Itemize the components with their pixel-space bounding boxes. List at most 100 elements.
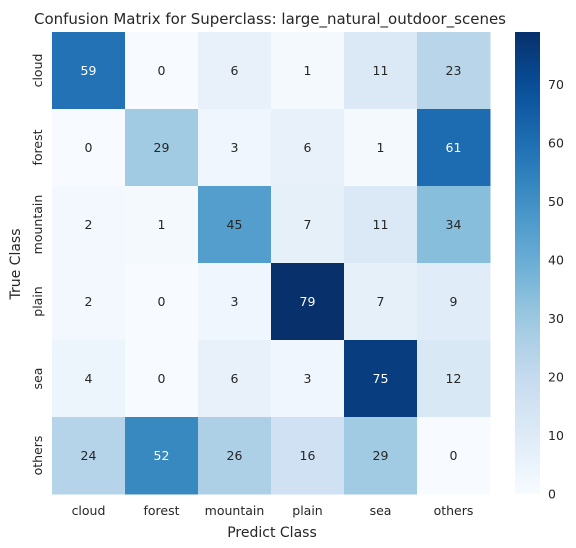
heatmap-cell <box>417 109 491 187</box>
colorbar-tick-label: 50 <box>548 194 564 209</box>
heatmap-cell <box>271 417 345 495</box>
heatmap-cell <box>125 32 199 110</box>
colorbar-ticks: 0 10 20 30 40 50 60 70 <box>548 77 564 501</box>
x-tick-label: others <box>434 503 474 518</box>
heatmap-cell <box>417 340 491 418</box>
cell-value-label: 59 <box>81 63 97 78</box>
y-tick-label: forest <box>30 129 45 165</box>
heatmap-cell <box>125 186 199 264</box>
cell-value-label: 16 <box>300 448 316 463</box>
cell-value-label: 29 <box>373 448 389 463</box>
colorbar-tick-label: 30 <box>548 311 564 326</box>
cell-value-label: 0 <box>158 63 166 78</box>
cell-value-label: 2 <box>85 294 93 309</box>
cell-value-label: 24 <box>81 448 97 463</box>
cell-value-label: 79 <box>300 294 316 309</box>
cell-value-label: 11 <box>373 217 389 232</box>
heatmap-cell <box>125 417 199 495</box>
heatmap-cell <box>125 263 199 341</box>
heatmap-cell <box>198 186 272 264</box>
cell-value-label: 6 <box>231 63 239 78</box>
cell-value-label: 9 <box>450 294 458 309</box>
cell-value-label: 45 <box>227 217 243 232</box>
cell-value-label: 6 <box>231 371 239 386</box>
heatmap-cell <box>52 186 126 264</box>
chart-title: Confusion Matrix for Superclass: large_n… <box>34 10 506 29</box>
y-tick-label: sea <box>30 368 45 390</box>
cell-value-label: 0 <box>85 140 93 155</box>
heatmap-cell <box>52 263 126 341</box>
heatmap-cell <box>52 340 126 418</box>
x-tick-label: mountain <box>205 503 265 518</box>
heatmap-cell <box>417 186 491 264</box>
heatmap-cell <box>344 32 418 110</box>
heatmap-cells: 59 0 6 1 11 230 29 3 6 1 612 1 45 7 11 342 0 3 79 7 94 0 6 3 75 1… <box>52 32 491 495</box>
x-tick-label: forest <box>143 503 179 518</box>
heatmap-cell <box>271 186 345 264</box>
cell-value-label: 26 <box>227 448 243 463</box>
cell-value-label: 34 <box>446 217 462 232</box>
heatmap-cell <box>52 417 126 495</box>
cell-value-label: 6 <box>304 140 312 155</box>
y-tick-labels: cloud forest mountain plain sea others <box>30 54 45 476</box>
x-axis-label: Predict Class <box>227 525 317 541</box>
y-tick-label: plain <box>30 286 45 316</box>
cell-value-label: 52 <box>154 448 170 463</box>
cell-value-label: 4 <box>85 371 93 386</box>
heatmap-cell <box>198 340 272 418</box>
x-tick-label: plain <box>292 503 322 518</box>
y-tick-label: others <box>30 436 45 476</box>
heatmap-cell <box>198 109 272 187</box>
heatmap-cell <box>198 417 272 495</box>
heatmap-cell <box>344 340 418 418</box>
cell-value-label: 23 <box>446 63 462 78</box>
y-tick-label: mountain <box>30 195 45 255</box>
cell-value-label: 2 <box>85 217 93 232</box>
heatmap-cell <box>125 340 199 418</box>
heatmap-cell <box>344 186 418 264</box>
heatmap-cell <box>52 32 126 110</box>
colorbar <box>515 32 540 494</box>
heatmap-cell <box>271 109 345 187</box>
y-axis-label: True Class <box>8 228 24 300</box>
x-tick-labels: cloud forest mountain plain sea others <box>72 503 474 518</box>
cell-value-label: 12 <box>446 371 462 386</box>
heatmap-cell <box>271 263 345 341</box>
cell-value-label: 11 <box>373 63 389 78</box>
heatmap-cell <box>271 32 345 110</box>
colorbar-tick-label: 10 <box>548 428 564 443</box>
cell-value-label: 61 <box>446 140 462 155</box>
heatmap-cell <box>125 109 199 187</box>
heatmap-cell <box>198 32 272 110</box>
cell-value-label: 3 <box>231 294 239 309</box>
heatmap-cell <box>198 263 272 341</box>
heatmap-cell <box>344 109 418 187</box>
cell-value-label: 3 <box>304 371 312 386</box>
cell-value-label: 7 <box>304 217 312 232</box>
cell-value-label: 0 <box>158 294 166 309</box>
heatmap-cell <box>417 263 491 341</box>
cell-value-label: 1 <box>158 217 166 232</box>
cell-value-label: 75 <box>373 371 389 386</box>
y-tick-label: cloud <box>30 54 45 88</box>
cell-value-label: 7 <box>377 294 385 309</box>
x-tick-label: cloud <box>72 503 106 518</box>
x-tick-label: sea <box>370 503 392 518</box>
heatmap-cell <box>417 417 491 495</box>
cell-value-label: 0 <box>450 448 458 463</box>
heatmap-cell <box>344 263 418 341</box>
cell-value-label: 1 <box>377 140 385 155</box>
heatmap-cell <box>52 109 126 187</box>
colorbar-tick-label: 0 <box>548 487 556 502</box>
cell-value-label: 1 <box>304 63 312 78</box>
colorbar-tick-label: 70 <box>548 77 564 92</box>
colorbar-tick-label: 20 <box>548 370 564 385</box>
colorbar-tick-label: 40 <box>548 253 564 268</box>
cell-value-label: 3 <box>231 140 239 155</box>
heatmap-cell <box>271 340 345 418</box>
cell-value-label: 29 <box>154 140 170 155</box>
cell-value-label: 0 <box>158 371 166 386</box>
heatmap-cell <box>344 417 418 495</box>
heatmap-cell <box>417 32 491 110</box>
